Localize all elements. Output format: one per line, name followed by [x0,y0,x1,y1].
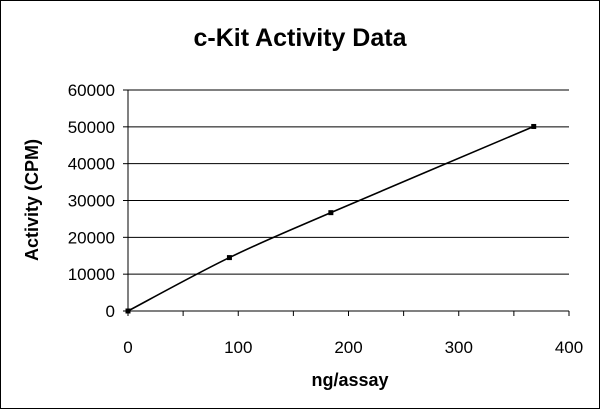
chart-title: c-Kit Activity Data [193,24,407,52]
y-axis-label: Activity (CPM) [22,139,42,261]
y-tick-label-0: 0 [106,302,115,321]
data-point-0-3 [531,123,537,129]
gridlines [128,89,569,275]
y-tick-label-6: 60000 [68,81,115,100]
y-tick-label-5: 50000 [68,118,115,137]
y-tick-label-2: 20000 [68,228,115,247]
data-point-0-1 [226,255,232,261]
y-tick-label-4: 40000 [68,155,115,174]
y-tick-label-3: 30000 [68,192,115,211]
series [125,123,537,314]
data-point-0-2 [328,210,334,216]
tick-labels: 0 10000 20000 30000 40000 50000 60000 0 100 200 30… [68,81,583,357]
x-tick-label-3: 300 [445,338,473,357]
axes [123,89,570,316]
x-tick-label-2: 200 [334,338,362,357]
y-tick-label-1: 10000 [68,265,115,284]
data-point-0-0 [125,308,131,314]
x-tick-label-0: 0 [123,338,132,357]
x-tick-label-4: 400 [555,338,583,357]
series-line-0 [127,125,535,312]
x-axis-label: ng/assay [311,370,388,390]
x-tick-label-1: 100 [224,338,252,357]
